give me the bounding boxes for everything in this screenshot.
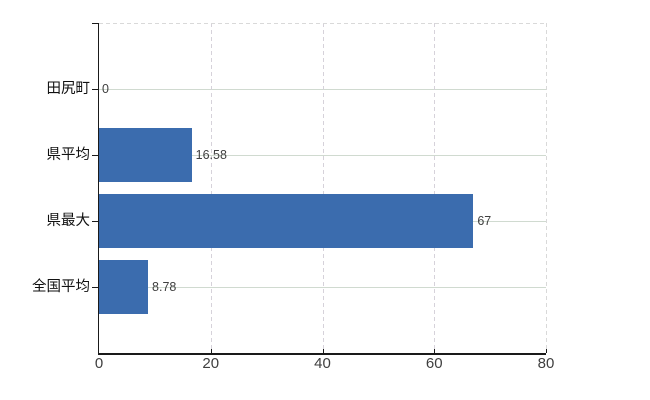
y-tick-mark <box>91 221 98 222</box>
x-tick-mark <box>210 349 212 353</box>
bar-2 <box>99 194 474 248</box>
y-tick-mark <box>91 89 98 90</box>
y-axis-top-tick <box>91 23 98 24</box>
bar-1 <box>99 128 192 182</box>
category-label-2: 県最大 <box>46 212 91 229</box>
category-label-1: 県平均 <box>46 146 91 163</box>
v-gridline <box>322 23 324 353</box>
x-tick-mark <box>322 349 324 353</box>
v-gridline <box>434 23 436 353</box>
plot-border-right <box>546 23 547 353</box>
y-axis-line <box>97 23 99 355</box>
value-label-2: 67 <box>477 213 492 228</box>
value-label-1: 16.58 <box>195 147 227 162</box>
x-tick-label-4: 80 <box>537 355 555 372</box>
x-tick-mark <box>434 349 436 353</box>
value-label-3: 8.78 <box>152 279 177 294</box>
x-axis-line <box>97 353 546 355</box>
x-tick-mark <box>546 349 547 353</box>
y-tick-mark <box>91 287 98 288</box>
v-gridline <box>210 23 212 353</box>
x-tick-label-0: 0 <box>94 355 104 372</box>
bar-3 <box>99 260 149 314</box>
y-tick-mark <box>91 155 98 156</box>
plot-border-top <box>99 23 546 24</box>
category-label-0: 田尻町 <box>46 80 91 97</box>
x-tick-label-2: 40 <box>314 355 331 372</box>
value-label-0: 0 <box>102 81 109 96</box>
category-label-3: 全国平均 <box>32 278 90 295</box>
x-tick-label-1: 20 <box>202 355 220 372</box>
x-tick-label-3: 60 <box>425 355 443 372</box>
